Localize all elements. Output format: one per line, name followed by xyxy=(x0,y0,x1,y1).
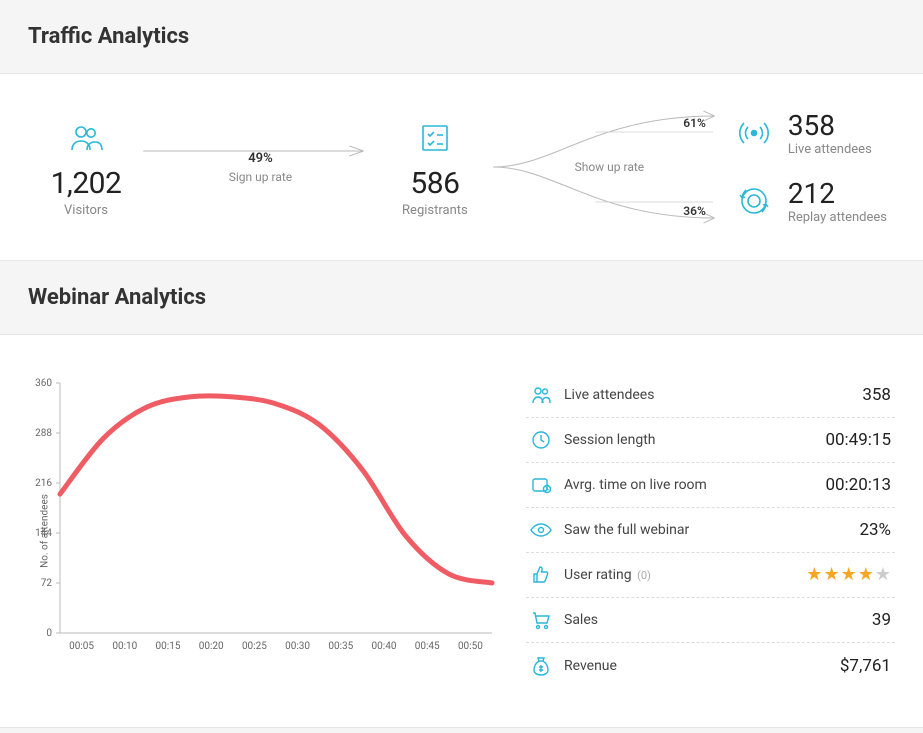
stat-full-value: 23% xyxy=(859,520,891,540)
checklist-icon xyxy=(420,116,450,160)
svg-text:00:25: 00:25 xyxy=(242,641,267,652)
signup-pct: 49% xyxy=(248,151,272,166)
stat-avg-time: Avrg. time on live room 00:20:13 xyxy=(526,463,895,508)
stat-sales-value: 39 xyxy=(872,610,891,630)
cart-icon xyxy=(530,610,552,630)
svg-text:00:30: 00:30 xyxy=(285,641,310,652)
star-icon: ★ xyxy=(875,566,891,584)
stat-live-label: Live attendees xyxy=(564,387,850,403)
visitors-value: 1,202 xyxy=(51,166,122,201)
people-icon xyxy=(530,386,552,404)
traffic-header: Traffic Analytics xyxy=(0,0,923,73)
stat-session-length: Session length 00:49:15 xyxy=(526,418,895,463)
svg-text:360: 360 xyxy=(35,378,52,389)
broadcast-icon xyxy=(734,118,774,148)
svg-text:72: 72 xyxy=(41,578,53,589)
traffic-funnel: 1,202 Visitors 49% Sign up rate xyxy=(0,102,923,232)
showup-bottom-pct: 36% xyxy=(683,204,706,218)
svg-text:00:35: 00:35 xyxy=(328,641,353,652)
svg-text:00:15: 00:15 xyxy=(156,641,181,652)
money-bag-icon xyxy=(530,655,552,677)
thumbs-up-icon xyxy=(530,565,552,585)
registrants-value: 586 xyxy=(410,166,459,201)
stat-avg-value: 00:20:13 xyxy=(825,475,891,495)
attendees-chart: No. of attendees 07214421628836000:0500:… xyxy=(12,373,502,689)
svg-text:00:05: 00:05 xyxy=(69,641,94,652)
star-icon: ★ xyxy=(858,566,874,584)
stat-full-webinar: Saw the full webinar 23% xyxy=(526,508,895,553)
svg-text:0: 0 xyxy=(46,628,52,639)
live-attendees-row: 358 Live attendees xyxy=(734,109,887,157)
eye-icon xyxy=(530,522,552,538)
visitors-label: Visitors xyxy=(64,203,108,218)
signup-label: Sign up rate xyxy=(229,170,292,184)
svg-text:00:40: 00:40 xyxy=(372,641,397,652)
stat-user-rating: User rating (0) ★★★★★ xyxy=(526,553,895,598)
replay-icon xyxy=(734,184,774,218)
visitors-icon xyxy=(69,116,103,160)
star-icon: ★ xyxy=(823,566,839,584)
attendees-column: 358 Live attendees 212 xyxy=(734,109,887,225)
chart-ylabel: No. of attendees xyxy=(39,494,50,568)
stat-live-attendees: Live attendees 358 xyxy=(526,373,895,418)
stat-revenue: Revenue $7,761 xyxy=(526,643,895,689)
stat-sales-label: Sales xyxy=(564,612,860,628)
svg-text:00:45: 00:45 xyxy=(415,641,440,652)
chart-svg: 07214421628836000:0500:1000:1500:2000:25… xyxy=(12,373,502,663)
star-icon: ★ xyxy=(841,566,857,584)
traffic-title: Traffic Analytics xyxy=(28,24,895,49)
replay-value: 212 xyxy=(788,177,887,210)
svg-text:00:20: 00:20 xyxy=(199,641,224,652)
live-value: 358 xyxy=(788,109,872,142)
svg-text:00:10: 00:10 xyxy=(112,641,137,652)
live-label: Live attendees xyxy=(788,142,872,157)
clock-icon xyxy=(530,430,552,450)
registrants-node: 586 Registrants xyxy=(385,116,485,218)
stat-avg-label: Avrg. time on live room xyxy=(564,477,813,493)
webinar-title: Webinar Analytics xyxy=(28,285,895,310)
replay-label: Replay attendees xyxy=(788,210,887,225)
stat-full-label: Saw the full webinar xyxy=(564,522,847,538)
webinar-stats-list: Live attendees 358 Session length 00:49:… xyxy=(526,373,895,689)
svg-text:216: 216 xyxy=(35,478,52,489)
stat-live-value: 358 xyxy=(862,385,891,405)
traffic-panel: 1,202 Visitors 49% Sign up rate xyxy=(0,73,923,261)
webinar-panel: No. of attendees 07214421628836000:0500:… xyxy=(0,334,923,728)
showup-top-pct: 61% xyxy=(683,116,706,130)
svg-text:00:50: 00:50 xyxy=(458,641,483,652)
stat-session-label: Session length xyxy=(564,432,813,448)
timer-icon xyxy=(530,475,552,495)
replay-attendees-row: 212 Replay attendees xyxy=(734,177,887,225)
stat-session-value: 00:49:15 xyxy=(825,430,891,450)
webinar-header: Webinar Analytics xyxy=(0,261,923,334)
rating-stars: ★★★★★ xyxy=(806,566,891,584)
svg-text:288: 288 xyxy=(35,428,52,439)
registrants-label: Registrants xyxy=(402,203,468,218)
showup-label: Show up rate xyxy=(575,160,645,174)
visitors-node: 1,202 Visitors xyxy=(36,116,136,218)
signup-arrow: 49% Sign up rate xyxy=(136,151,385,184)
stat-rating-label: User rating (0) xyxy=(564,567,794,583)
showup-split: 61% Show up rate 36% xyxy=(485,102,734,232)
stat-rating-count: (0) xyxy=(637,569,651,582)
stat-revenue-label: Revenue xyxy=(564,658,828,674)
stat-sales: Sales 39 xyxy=(526,598,895,643)
stat-revenue-value: $7,761 xyxy=(840,656,891,676)
star-icon: ★ xyxy=(806,566,822,584)
